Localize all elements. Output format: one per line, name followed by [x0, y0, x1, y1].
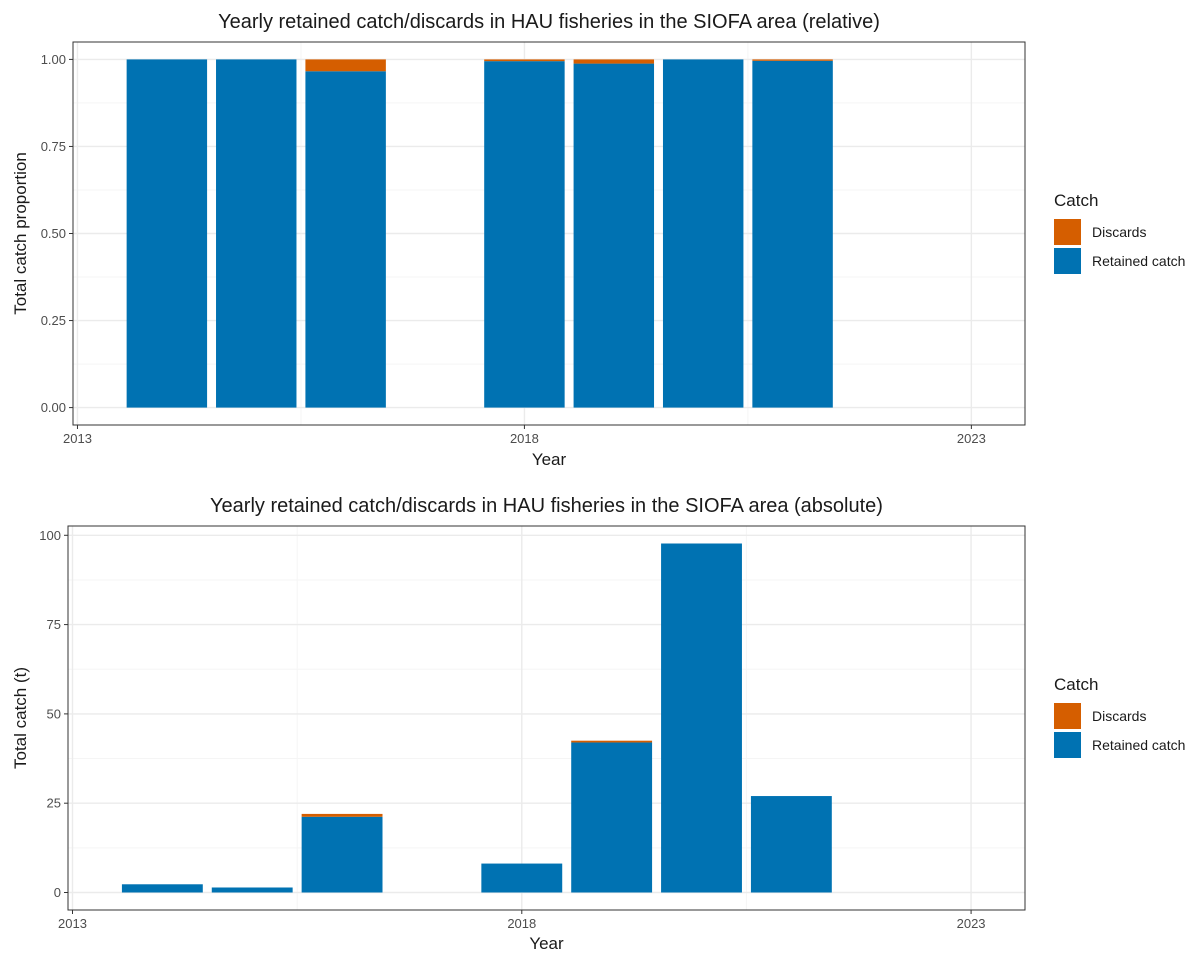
y-tick-label: 0.50 [41, 226, 66, 241]
bar-retained-2015 [211, 887, 293, 893]
legend-label-discards: Discards [1092, 224, 1146, 240]
chart-title: Yearly retained catch/discards in HAU fi… [218, 11, 880, 33]
y-tick-label: 0.75 [41, 139, 66, 154]
x-tick-label: 2023 [957, 431, 986, 446]
x-tick-label: 2018 [507, 916, 536, 931]
y-tick-label: 0.25 [41, 313, 66, 328]
bar-discards-2019 [571, 740, 653, 743]
bars [121, 543, 832, 893]
legend: Catch Discards Retained catch [1054, 675, 1185, 758]
bar-retained-2019 [571, 742, 653, 893]
x-axis-title: Year [529, 934, 564, 953]
bar-retained-2015 [216, 59, 297, 408]
bar-retained-2016 [301, 816, 383, 893]
bar-retained-2020 [662, 59, 744, 408]
panel-border [67, 525, 1026, 911]
x-axis-title: Year [532, 450, 567, 469]
grid [68, 526, 1025, 910]
legend-key-retained [1054, 248, 1081, 274]
legend-label-discards: Discards [1092, 708, 1146, 724]
y-tick-label: 100 [39, 528, 61, 543]
bar-retained-2014 [121, 884, 203, 893]
bar-retained-2021 [752, 60, 833, 408]
legend-label-retained: Retained catch [1092, 737, 1185, 753]
y-axis-title: Total catch proportion [11, 152, 30, 315]
bar-discards-2018 [484, 59, 565, 62]
x-tick-label: 2013 [58, 916, 87, 931]
bar-discards-2019 [573, 59, 655, 64]
legend: Catch Discards Retained catch [1054, 191, 1185, 274]
legend-label-retained: Retained catch [1092, 253, 1185, 269]
y-tick-label: 25 [47, 796, 61, 811]
bar-retained-2014 [126, 59, 208, 408]
bar-discards-2021 [752, 59, 833, 61]
bars [126, 59, 833, 408]
bar-discards-2016 [305, 59, 386, 72]
legend-key-discards [1054, 703, 1081, 729]
plot-area [68, 526, 1025, 910]
y-tick-label: 0.00 [41, 400, 66, 415]
legend-key-retained [1054, 732, 1081, 758]
legend-title: Catch [1054, 675, 1098, 694]
chart-title: Yearly retained catch/discards in HAU fi… [210, 495, 883, 517]
bar-retained-2021 [750, 796, 832, 893]
bar-retained-2020 [661, 543, 742, 893]
chart-panel-2: 0 25 50 75 100 2013 2018 2023 Yearly retained ca… [11, 495, 1185, 953]
legend-key-discards [1054, 219, 1081, 245]
legend-title: Catch [1054, 191, 1098, 210]
chart-panel-1: 0.00 0.25 0.50 0.75 1.00 2013 2018 2023 Yearly r… [11, 11, 1185, 469]
y-tick-label: 50 [47, 706, 61, 721]
y-tick-label: 1.00 [41, 52, 66, 67]
y-tick-label: 75 [47, 617, 61, 632]
bar-retained-2019 [573, 63, 655, 408]
y-tick-label: 0 [54, 885, 61, 900]
bar-retained-2018 [481, 863, 563, 893]
bar-retained-2018 [484, 61, 565, 408]
bar-discards-2016 [301, 813, 383, 817]
x-tick-label: 2013 [63, 431, 92, 446]
x-tick-label: 2018 [510, 431, 539, 446]
bar-retained-2016 [305, 71, 386, 408]
y-axis-title: Total catch (t) [11, 667, 30, 769]
x-tick-label: 2023 [957, 916, 986, 931]
